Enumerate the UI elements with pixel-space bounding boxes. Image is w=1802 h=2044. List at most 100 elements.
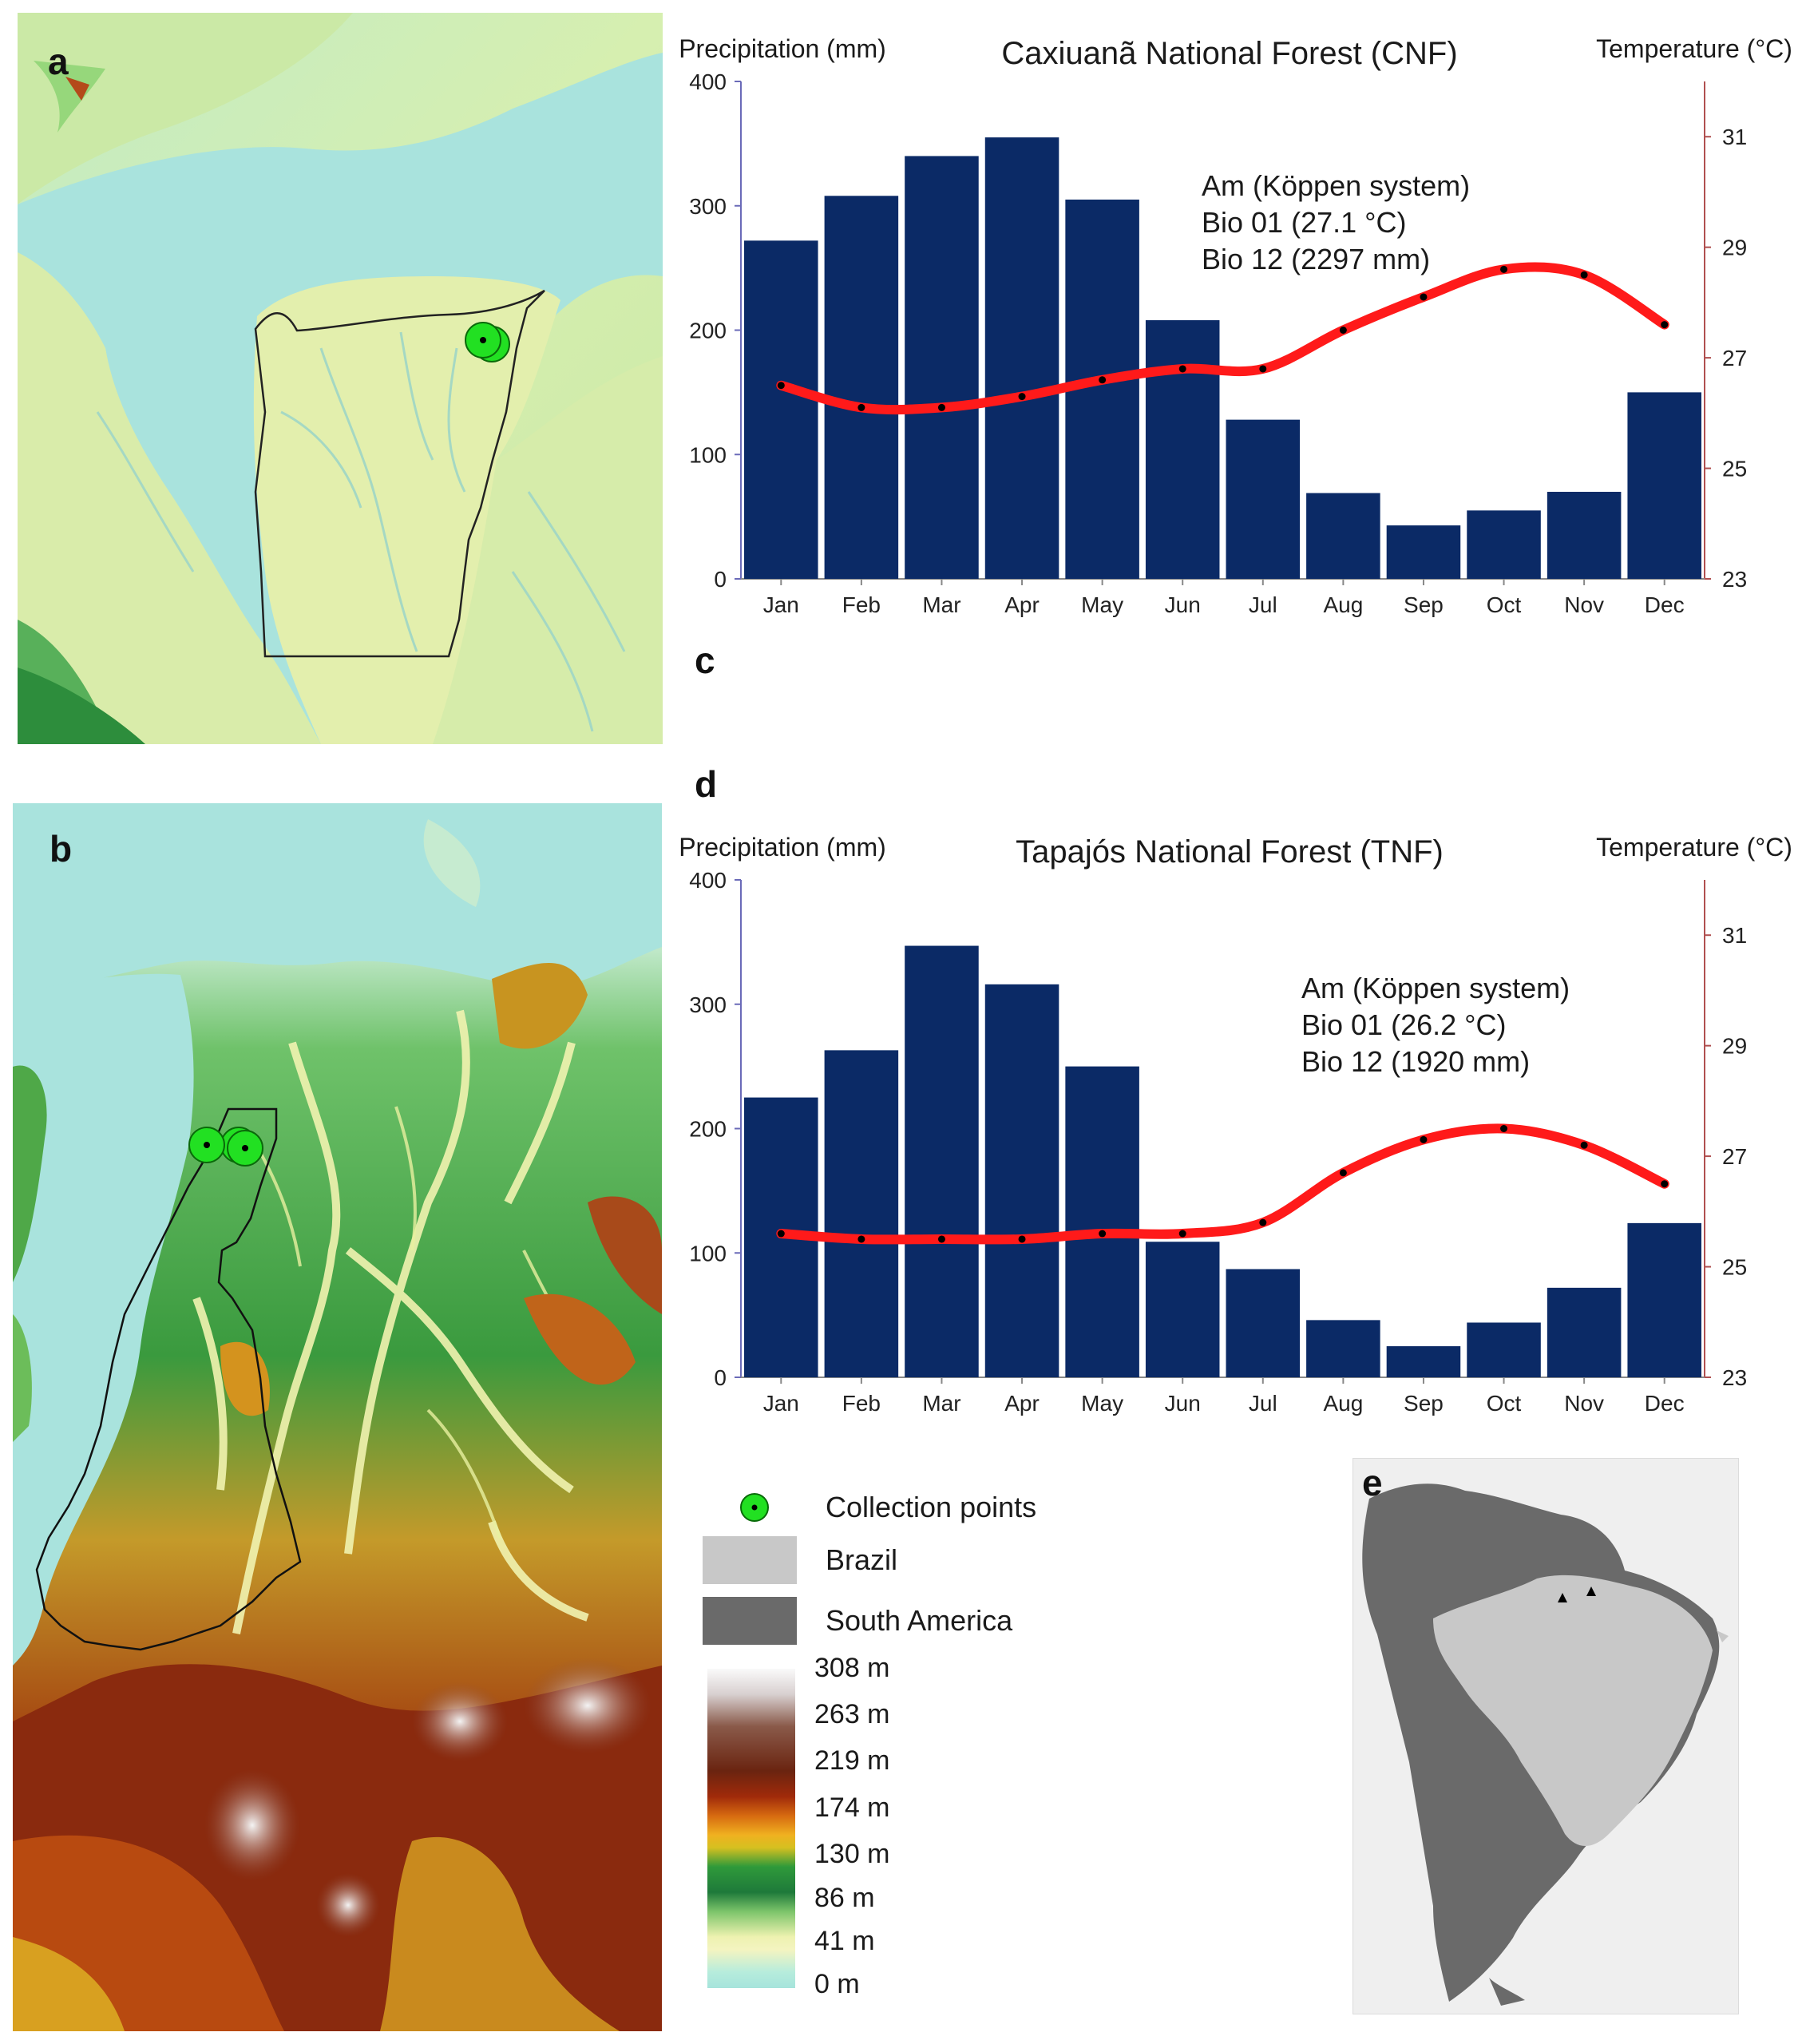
y-tick-label-left: 400 bbox=[689, 868, 727, 893]
high-terrain-spot bbox=[65, 77, 89, 101]
x-tick-label: Jul bbox=[1249, 1391, 1277, 1416]
bar bbox=[1226, 1269, 1301, 1377]
y-tick-label-left: 0 bbox=[714, 567, 727, 592]
x-tick-label: Jun bbox=[1165, 1391, 1201, 1416]
legend-collection-points: Collection points bbox=[703, 1485, 1036, 1530]
temperature-point bbox=[937, 1235, 945, 1243]
x-tick-label: Apr bbox=[1004, 1391, 1040, 1416]
panel-label-e: e bbox=[1362, 1462, 1383, 1503]
y-tick-label-right: 31 bbox=[1722, 923, 1747, 948]
elevation-label: 219 m bbox=[814, 1745, 890, 1776]
temperature-point bbox=[937, 403, 945, 411]
collection-points bbox=[188, 1127, 263, 1167]
north-land bbox=[18, 13, 353, 204]
climate-annotation: Bio 12 (2297 mm) bbox=[1202, 243, 1430, 275]
chart-cnf: Precipitation (mm) Caxiuanã National Fore… bbox=[679, 34, 1792, 617]
x-tick-label: Aug bbox=[1323, 592, 1363, 617]
temperature-point bbox=[1018, 393, 1026, 401]
temperature-point bbox=[857, 403, 865, 411]
y-tick-label-right: 27 bbox=[1722, 1144, 1747, 1169]
map-cnf-svg bbox=[18, 13, 663, 744]
y-tick-label-right: 29 bbox=[1722, 1034, 1747, 1059]
climate-annotation: Bio 01 (27.1 °C) bbox=[1202, 206, 1407, 239]
temperature-point bbox=[1420, 1135, 1428, 1143]
temperature-point bbox=[1580, 271, 1588, 279]
collection-point bbox=[465, 322, 510, 362]
bar bbox=[824, 1050, 899, 1377]
x-tick-label: Apr bbox=[1004, 592, 1040, 617]
rivers bbox=[96, 331, 626, 732]
x-tick-label: Mar bbox=[922, 1391, 960, 1416]
cnf-boundary bbox=[254, 289, 545, 658]
bar bbox=[1226, 419, 1301, 579]
west-land bbox=[18, 252, 321, 744]
y-tick-label-left: 300 bbox=[689, 194, 727, 219]
legend: Collection points Brazil South America 3… bbox=[703, 1485, 1102, 2028]
legend-brazil: Brazil bbox=[703, 1536, 897, 1584]
y-tick-label-right: 31 bbox=[1722, 125, 1747, 149]
x-tick-label: Mar bbox=[922, 592, 960, 617]
x-tick-label: Feb bbox=[842, 592, 881, 617]
bar bbox=[744, 240, 818, 579]
y-tick-label-right: 29 bbox=[1722, 236, 1747, 260]
legend-south-america: South America bbox=[703, 1597, 1012, 1645]
collection-point-icon bbox=[740, 1493, 769, 1522]
bar bbox=[1467, 1322, 1541, 1377]
climate-annotation: Bio 01 (26.2 °C) bbox=[1301, 1008, 1507, 1041]
bar bbox=[1547, 491, 1622, 579]
tapajos-river bbox=[13, 973, 194, 1666]
bar bbox=[1306, 1320, 1380, 1377]
y-tick-label-left: 0 bbox=[714, 1365, 727, 1390]
y-tick-label-left: 100 bbox=[689, 1241, 727, 1266]
x-tick-label: Sep bbox=[1404, 1391, 1444, 1416]
ylabel-left: Precipitation (mm) bbox=[679, 34, 886, 63]
x-tick-label: Dec bbox=[1645, 1391, 1685, 1416]
elevation-label: 86 m bbox=[814, 1883, 875, 1913]
panel-label-d: d bbox=[695, 763, 718, 805]
ylabel-right: Temperature (°C) bbox=[1596, 833, 1792, 862]
bar bbox=[905, 945, 979, 1377]
bar bbox=[1386, 525, 1461, 579]
chart-title: Tapajós National Forest (TNF) bbox=[1016, 834, 1444, 869]
bar bbox=[1467, 510, 1541, 579]
elevation-label: 308 m bbox=[814, 1653, 890, 1683]
temperature-point bbox=[1178, 365, 1186, 373]
elevation-label: 41 m bbox=[814, 1926, 875, 1956]
temperature-point bbox=[1259, 365, 1267, 373]
legend-collection-points-label: Collection points bbox=[826, 1491, 1037, 1523]
y-tick-label-right: 23 bbox=[1722, 1365, 1747, 1390]
elevation-label: 263 m bbox=[814, 1699, 890, 1729]
climate-annotation: Bio 12 (1920 mm) bbox=[1301, 1045, 1530, 1078]
temperature-point bbox=[1580, 1141, 1588, 1149]
peaks bbox=[204, 1658, 651, 1937]
ylabel-right: Temperature (°C) bbox=[1596, 34, 1792, 63]
bar bbox=[1065, 1066, 1139, 1377]
brazil-shape bbox=[1433, 1575, 1713, 1846]
x-tick-label: Sep bbox=[1404, 592, 1444, 617]
bar bbox=[1547, 1287, 1622, 1377]
map-south-america bbox=[1352, 1458, 1739, 2014]
temperature-point bbox=[1178, 1230, 1186, 1238]
cnf-marker-icon bbox=[1558, 1593, 1567, 1602]
bar bbox=[1306, 493, 1380, 579]
tnf-boundary bbox=[35, 1107, 302, 1651]
bar bbox=[1145, 320, 1220, 579]
panel-label-b: b bbox=[50, 828, 73, 869]
x-tick-label: Aug bbox=[1323, 1391, 1363, 1416]
y-tick-label-right: 25 bbox=[1722, 457, 1747, 481]
y-tick-label-left: 300 bbox=[689, 992, 727, 1017]
ylabel-left: Precipitation (mm) bbox=[679, 833, 886, 862]
y-tick-label-left: 400 bbox=[689, 69, 727, 94]
south-america-swatch bbox=[703, 1597, 797, 1645]
temperature-line bbox=[776, 1123, 1669, 1245]
chart-tnf: Precipitation (mm) Tapajós National Fores… bbox=[679, 833, 1792, 1416]
y-tick-label-left: 200 bbox=[689, 1117, 727, 1142]
highlands bbox=[13, 963, 662, 2031]
y-tick-label-left: 200 bbox=[689, 319, 727, 343]
map-cnf bbox=[18, 13, 663, 744]
bar bbox=[1627, 1222, 1701, 1377]
y-tick-label-right: 23 bbox=[1722, 567, 1747, 592]
temperature-point bbox=[1259, 1218, 1267, 1226]
legend-south-america-label: South America bbox=[826, 1604, 1013, 1637]
temperature-point bbox=[1018, 1235, 1026, 1243]
